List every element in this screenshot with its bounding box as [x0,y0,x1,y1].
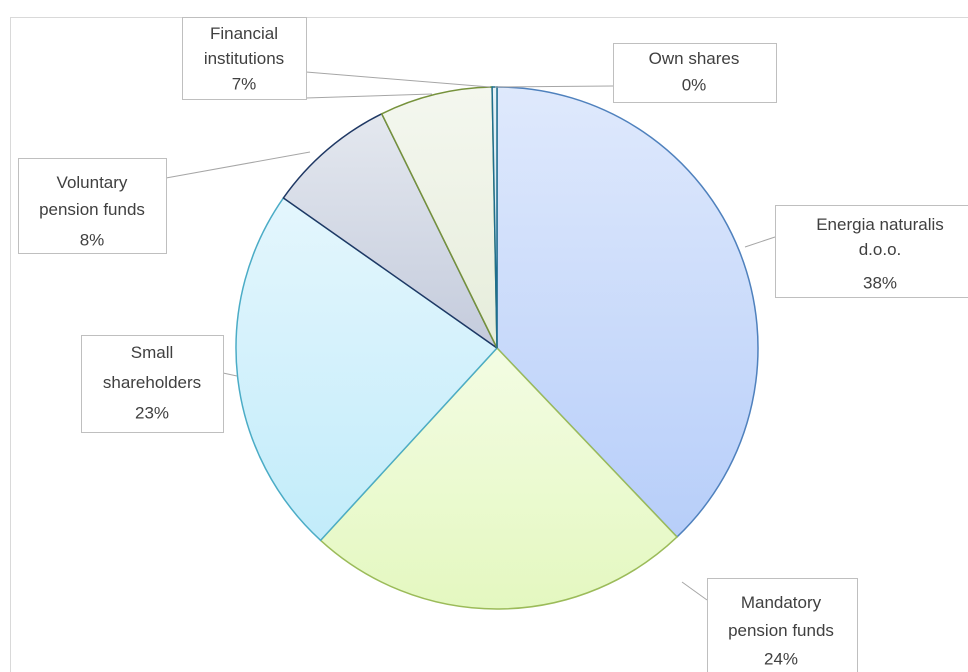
label-box [613,43,777,103]
category-label: Small shareholders [103,343,201,392]
leader-line [222,372,238,377]
value-label: 38% [863,273,897,292]
label-box [81,335,224,433]
leader-line [494,85,614,88]
data-labels: Energia naturalis d.o.o. 38% Mandatory pensi… [18,17,968,672]
leader-line [165,151,311,179]
value-label: 8% [80,230,105,249]
slice [282,112,498,349]
label-box [775,205,968,298]
value-label: 0% [682,75,707,94]
leader-line [681,581,708,601]
leader-line [305,71,491,88]
leader-line [305,93,433,99]
category-label: Financial institutions [204,24,284,68]
leader-line [744,236,776,248]
chart-frame [10,17,968,672]
value-label: 23% [135,403,169,422]
value-label: 24% [764,649,798,668]
category-label: Voluntary pension funds [39,173,145,219]
category-label: Own shares [649,49,740,68]
category-label: Mandatory pension funds [728,593,834,640]
slice [235,196,499,542]
label-box [182,17,307,100]
slice [496,86,759,539]
label-box [707,578,858,672]
value-label: 7% [232,74,257,93]
slice [319,346,679,610]
label-box [18,158,167,254]
category-label: Energia naturalis d.o.o. [816,215,944,259]
pie [235,86,759,610]
